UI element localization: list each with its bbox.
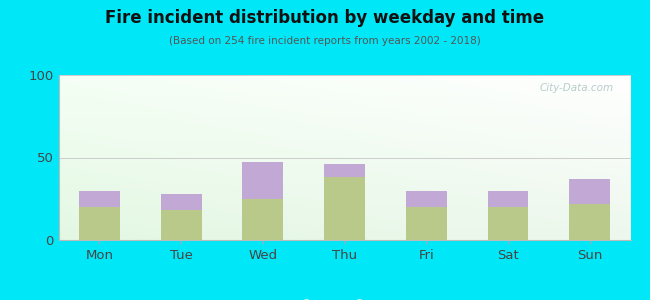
Text: (Based on 254 fire incident reports from years 2002 - 2018): (Based on 254 fire incident reports from… (169, 36, 481, 46)
Text: City-Data.com: City-Data.com (540, 83, 614, 93)
Bar (242, 199, 283, 240)
Legend: AM, PM: AM, PM (293, 294, 396, 300)
Bar (569, 179, 610, 204)
Bar (79, 190, 120, 207)
Text: Fire incident distribution by weekday and time: Fire incident distribution by weekday an… (105, 9, 545, 27)
Bar (79, 207, 120, 240)
Bar (488, 190, 528, 207)
Bar (242, 162, 283, 199)
Bar (324, 177, 365, 240)
Bar (161, 210, 202, 240)
Bar (161, 194, 202, 210)
Bar (569, 204, 610, 240)
Bar (406, 207, 447, 240)
Bar (406, 190, 447, 207)
Bar (324, 164, 365, 177)
Bar (488, 207, 528, 240)
